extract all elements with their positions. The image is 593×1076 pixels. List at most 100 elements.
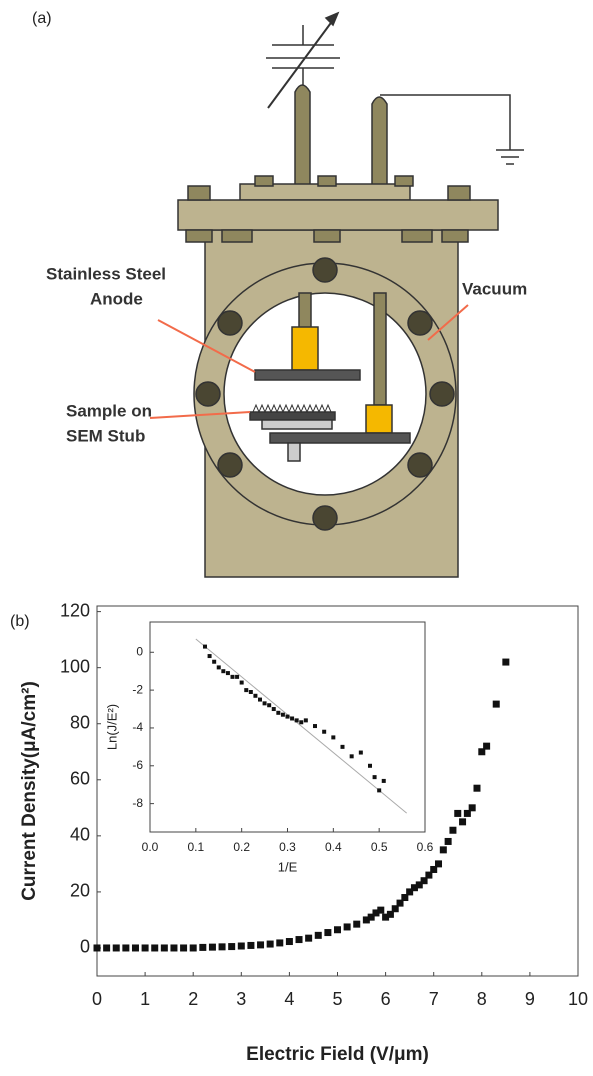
data-point	[368, 763, 372, 768]
data-point	[228, 943, 236, 951]
x-tick-label: 2	[188, 989, 198, 1009]
data-point	[290, 716, 295, 721]
data-point	[239, 680, 244, 685]
anode-label: Anode	[90, 289, 143, 308]
data-point	[502, 658, 510, 666]
data-point	[343, 923, 351, 931]
plot-frame	[149, 621, 426, 833]
sample-label: Sample on	[66, 401, 152, 420]
x-tick-label: 7	[429, 989, 439, 1009]
y-tick-label: 0	[80, 937, 90, 957]
data-point	[207, 654, 212, 659]
data-point	[322, 729, 327, 734]
data-point	[225, 671, 230, 676]
data-point	[285, 714, 290, 719]
data-point	[396, 899, 404, 907]
y-tick-label: 120	[60, 600, 90, 620]
panel-label: (a)	[32, 10, 52, 27]
x-tick-label: 10	[568, 989, 588, 1009]
data-point	[444, 837, 452, 845]
data-point	[334, 926, 341, 934]
data-point	[271, 707, 276, 712]
vacuum-label: Vacuum	[462, 279, 527, 298]
data-point	[299, 720, 304, 725]
x-tick-label: 0.1	[187, 840, 204, 854]
x-tick-label: 0	[92, 989, 102, 1009]
data-point	[435, 860, 443, 868]
y-tick-label: 80	[70, 712, 90, 732]
data-point	[459, 818, 467, 826]
data-point	[266, 940, 274, 948]
data-point	[285, 938, 293, 946]
data-point	[324, 929, 332, 937]
y-tick-label: -8	[132, 796, 143, 810]
x-tick-label: 6	[381, 989, 391, 1009]
data-point	[230, 674, 235, 679]
data-point	[454, 809, 462, 817]
data-point	[122, 944, 130, 952]
y-tick-label: -6	[132, 758, 143, 772]
data-point	[208, 943, 216, 951]
data-point	[377, 906, 385, 914]
x-tick-label: 0.2	[233, 840, 250, 854]
y-tick-label: -2	[132, 682, 143, 696]
data-point	[362, 916, 370, 924]
data-point	[372, 775, 377, 780]
data-point	[280, 712, 285, 717]
data-point	[353, 920, 361, 928]
x-tick-label: 3	[236, 989, 246, 1009]
data-point	[199, 943, 207, 951]
x-tick-label: 0.3	[279, 840, 296, 854]
data-point	[141, 944, 149, 952]
data-point	[203, 644, 207, 649]
data-point	[295, 936, 303, 944]
y-axis-label: Current Density(μA/cm²)	[19, 681, 40, 901]
data-point	[340, 744, 345, 749]
data-point	[160, 944, 168, 952]
data-point	[425, 871, 433, 879]
x-axis-label: Electric Field (V/μm)	[246, 1044, 429, 1065]
data-point	[349, 754, 354, 759]
data-point	[262, 701, 267, 706]
data-point	[449, 826, 457, 834]
data-point	[248, 690, 253, 694]
y-tick-label: 100	[60, 656, 90, 676]
data-point	[410, 884, 418, 892]
data-point	[313, 724, 317, 729]
x-tick-label: 9	[525, 989, 535, 1009]
data-point	[212, 659, 217, 664]
data-point	[218, 943, 226, 951]
data-point	[381, 778, 386, 783]
x-tick-label: 0.0	[142, 840, 159, 854]
data-point	[103, 944, 111, 952]
apparatus-diagram	[149, 11, 524, 578]
x-tick-label: 0.5	[371, 840, 388, 854]
y-tick-label: 40	[70, 825, 90, 845]
y-axis-label: Ln(J/E²)	[104, 704, 119, 750]
data-point	[237, 942, 245, 950]
y-tick-label: 60	[70, 769, 90, 789]
data-point	[439, 846, 447, 854]
data-point	[377, 788, 382, 793]
x-axis-label: 1/E	[278, 859, 298, 874]
data-point	[468, 804, 476, 812]
data-point	[314, 931, 322, 939]
y-tick-label: 0	[136, 644, 143, 658]
data-point	[276, 939, 284, 947]
x-tick-label: 4	[284, 989, 294, 1009]
data-point	[305, 934, 313, 942]
data-point	[430, 865, 438, 873]
data-point	[358, 750, 363, 755]
data-point	[180, 944, 188, 952]
data-point	[382, 913, 390, 921]
x-tick-label: 5	[332, 989, 342, 1009]
data-point	[151, 944, 159, 952]
data-point	[401, 894, 409, 902]
data-point	[216, 665, 221, 670]
panel-label: (b)	[10, 613, 30, 630]
data-point	[221, 669, 226, 674]
x-tick-label: 0.6	[417, 840, 434, 854]
data-point	[189, 944, 197, 952]
data-point	[267, 703, 272, 708]
